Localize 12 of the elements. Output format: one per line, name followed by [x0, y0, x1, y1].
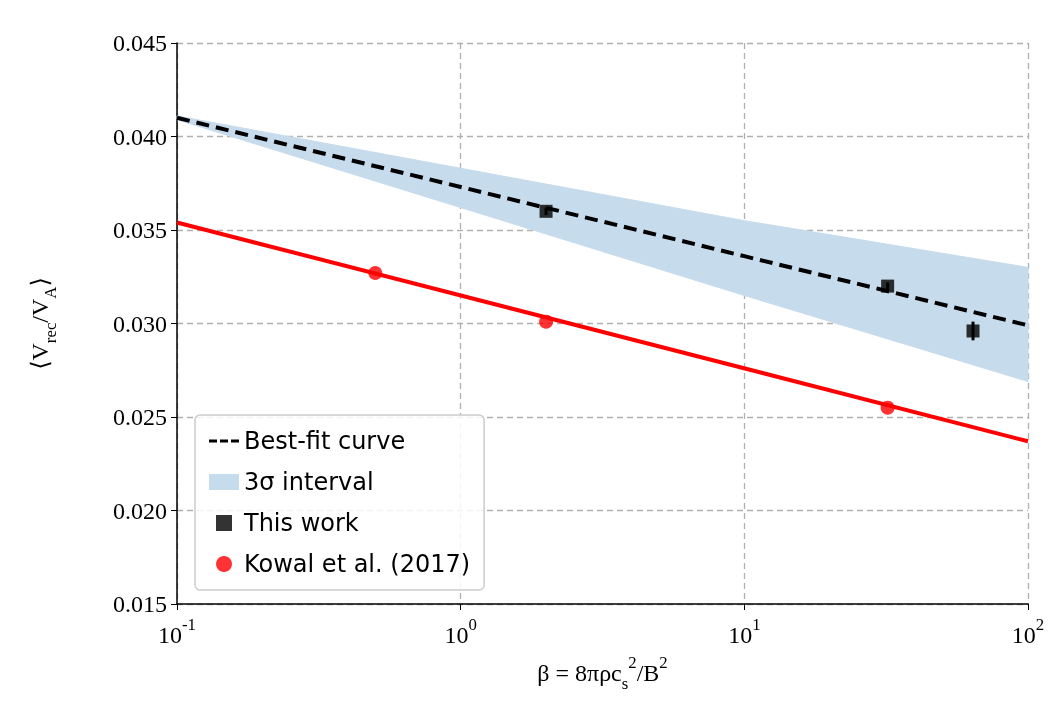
y-tick-label: 0.025 [113, 404, 167, 430]
y-tick-label: 0.040 [113, 123, 167, 150]
legend-label: Kowal et al. (2017) [244, 550, 471, 578]
y-axis-title: ⟨Vrec/VA⟩ [26, 277, 60, 370]
y-tick-label: 0.020 [113, 497, 167, 524]
legend-label: Best-fit curve [244, 427, 406, 455]
y-tick-label: 0.045 [113, 30, 167, 56]
legend-label: This work [243, 509, 359, 537]
y-tick-label: 0.030 [113, 310, 167, 337]
y-tick-label: 0.015 [113, 591, 167, 617]
legend-label: 3σ interval [244, 468, 374, 496]
y-tick-label: 0.035 [113, 217, 167, 243]
